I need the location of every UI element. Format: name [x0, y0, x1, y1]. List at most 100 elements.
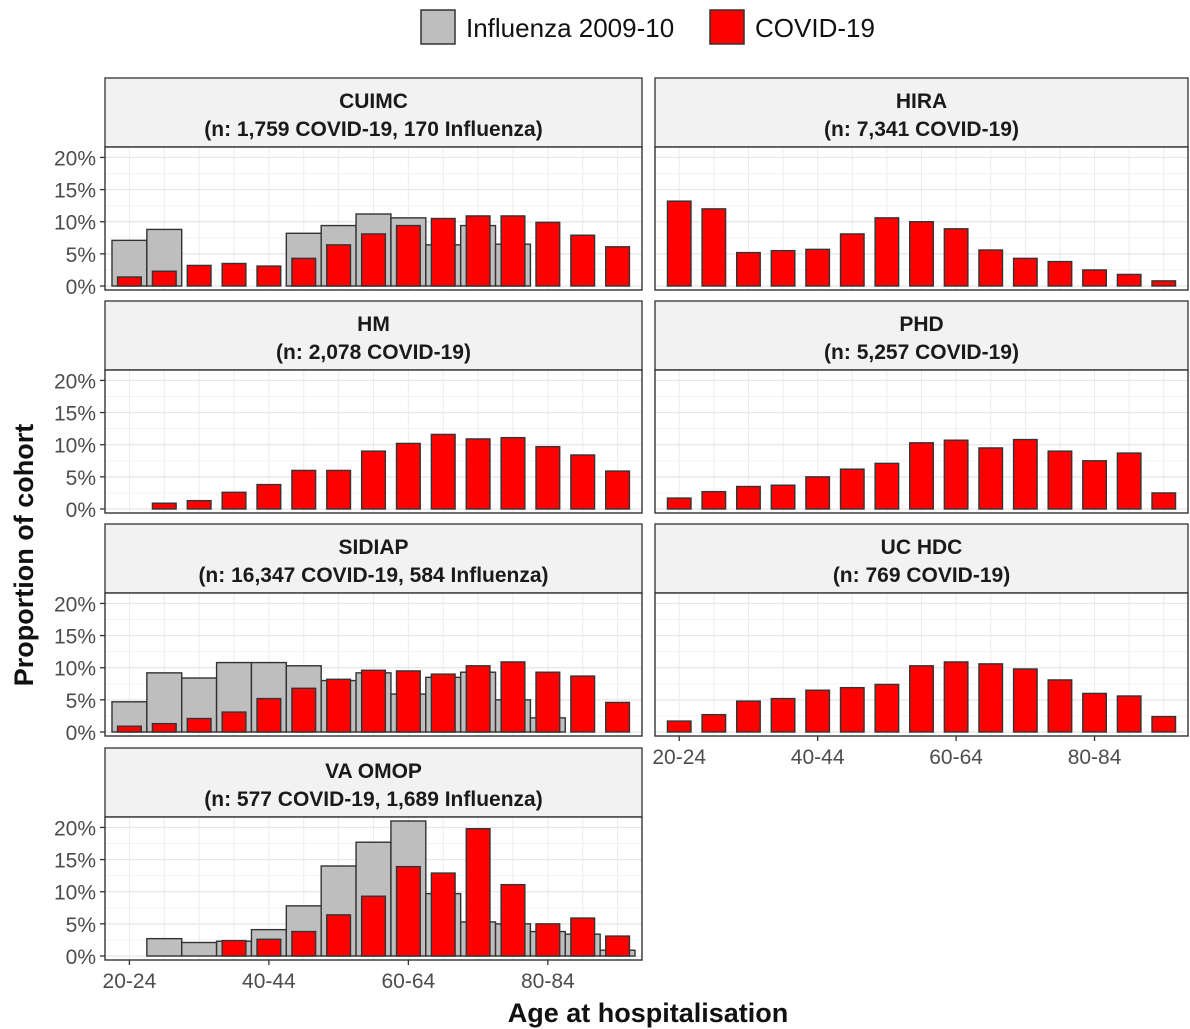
bar-covid — [839, 468, 865, 510]
panel-border — [104, 146, 643, 291]
x-tick-label: 60-64 — [382, 970, 436, 993]
bar-covid — [151, 722, 177, 733]
legend-label-covid: COVID-19 — [755, 13, 875, 43]
y-tick-label: 10% — [54, 658, 96, 681]
bar-covid — [770, 484, 796, 510]
y-tick-label: 0% — [66, 276, 96, 299]
bar-covid — [1151, 715, 1177, 733]
y-tick-label: 5% — [66, 914, 96, 937]
y-tick-label: 20% — [54, 593, 96, 616]
bar-covid — [186, 717, 212, 733]
panels: CUIMC (n: 1,759 COVID-19, 170 Influenza) 0… — [54, 77, 1189, 993]
bar-covid — [291, 687, 317, 733]
x-tick-label: 60-64 — [929, 746, 983, 769]
bar-covid — [535, 221, 561, 287]
bar-covid — [735, 700, 761, 733]
bar-covid — [395, 224, 421, 287]
bar-covid — [500, 883, 526, 957]
panel-hira: HIRA (n: 7,341 COVID-19) — [654, 77, 1189, 291]
bar-covid — [605, 935, 631, 957]
bar-covid — [570, 234, 596, 287]
bar-covid — [465, 828, 491, 957]
bar-covid — [430, 433, 456, 510]
bar-covid — [430, 872, 456, 957]
panel-title: PHD — [899, 313, 943, 336]
bar-covid — [1012, 668, 1038, 733]
bar-covid — [839, 686, 865, 733]
y-tick-label: 5% — [66, 690, 96, 713]
bar-covid — [291, 930, 317, 957]
y-tick-label: 15% — [54, 626, 96, 649]
x-tick-label: 20-24 — [103, 970, 157, 993]
bar-covid — [874, 683, 900, 733]
bar-covid — [1082, 269, 1108, 287]
bar-covid — [909, 221, 934, 287]
panel-border — [104, 592, 643, 737]
bar-covid — [770, 249, 796, 287]
bar-covid — [535, 923, 561, 957]
bar-covid — [1012, 438, 1038, 510]
bar-covid — [1047, 260, 1073, 287]
bar-covid — [570, 917, 596, 957]
bar-covid — [221, 711, 247, 733]
bar-covid — [186, 264, 212, 287]
bar-covid — [770, 697, 796, 733]
bar-covid — [1151, 492, 1177, 510]
bar-covid — [395, 442, 421, 510]
panel-strip — [104, 300, 643, 371]
bar-covid — [221, 491, 247, 510]
bar-covid — [1012, 257, 1038, 287]
panel-title: HM — [357, 313, 390, 336]
bar-influenza — [181, 941, 218, 957]
bar-covid — [909, 442, 934, 510]
bar-covid — [735, 251, 761, 287]
bar-covid — [221, 262, 247, 287]
panel-strip — [104, 523, 643, 594]
bar-covid — [360, 233, 387, 287]
bar-covid — [1047, 450, 1073, 510]
bar-covid — [291, 257, 317, 287]
y-tick-label: 20% — [54, 370, 96, 393]
bar-covid — [1116, 695, 1142, 733]
bar-covid — [221, 939, 247, 957]
y-tick-label: 5% — [66, 244, 96, 267]
bar-covid — [701, 713, 727, 733]
bar-covid — [701, 490, 727, 510]
bar-covid — [360, 895, 387, 957]
panel-hm: HM (n: 2,078 COVID-19) 0% 5% 10% 15% 20% — [54, 300, 643, 522]
panel-subtitle: (n: 7,341 COVID-19) — [824, 118, 1019, 141]
panel-border — [104, 816, 643, 961]
panel-title: VA OMOP — [325, 760, 422, 783]
panel-border — [104, 369, 643, 514]
y-tick-label: 5% — [66, 467, 96, 490]
x-axis-title: Age at hospitalisation — [508, 998, 789, 1028]
bar-covid — [1151, 280, 1177, 287]
panel-cuimc: CUIMC (n: 1,759 COVID-19, 170 Influenza) 0… — [54, 77, 643, 299]
bar-covid — [666, 200, 692, 287]
bar-influenza — [146, 937, 183, 957]
bar-covid — [500, 436, 526, 510]
bar-covid — [465, 665, 491, 733]
legend-swatch-covid — [709, 9, 745, 45]
bar-covid — [605, 701, 631, 733]
panel-border — [654, 369, 1189, 514]
x-tick-label: 40-44 — [242, 970, 296, 993]
bar-covid — [909, 665, 934, 733]
bar-covid — [1082, 460, 1108, 510]
bar-covid — [978, 663, 1004, 733]
bar-covid — [116, 725, 142, 733]
panel-strip — [104, 77, 643, 148]
bar-covid — [360, 450, 387, 510]
legend: Influenza 2009-10 COVID-19 — [420, 9, 875, 45]
bar-covid — [666, 497, 692, 510]
bar-covid — [839, 233, 865, 287]
y-axis-title: Proportion of cohort — [9, 424, 39, 686]
y-tick-label: 15% — [54, 850, 96, 873]
x-tick-label: 80-84 — [521, 970, 575, 993]
bar-covid — [500, 661, 526, 733]
bar-covid — [943, 228, 969, 287]
y-tick-label: 0% — [66, 722, 96, 745]
y-tick-label: 20% — [54, 817, 96, 840]
panel-sidiap: SIDIAP (n: 16,347 COVID-19, 584 Influenza… — [54, 523, 643, 745]
bar-covid — [805, 248, 831, 287]
